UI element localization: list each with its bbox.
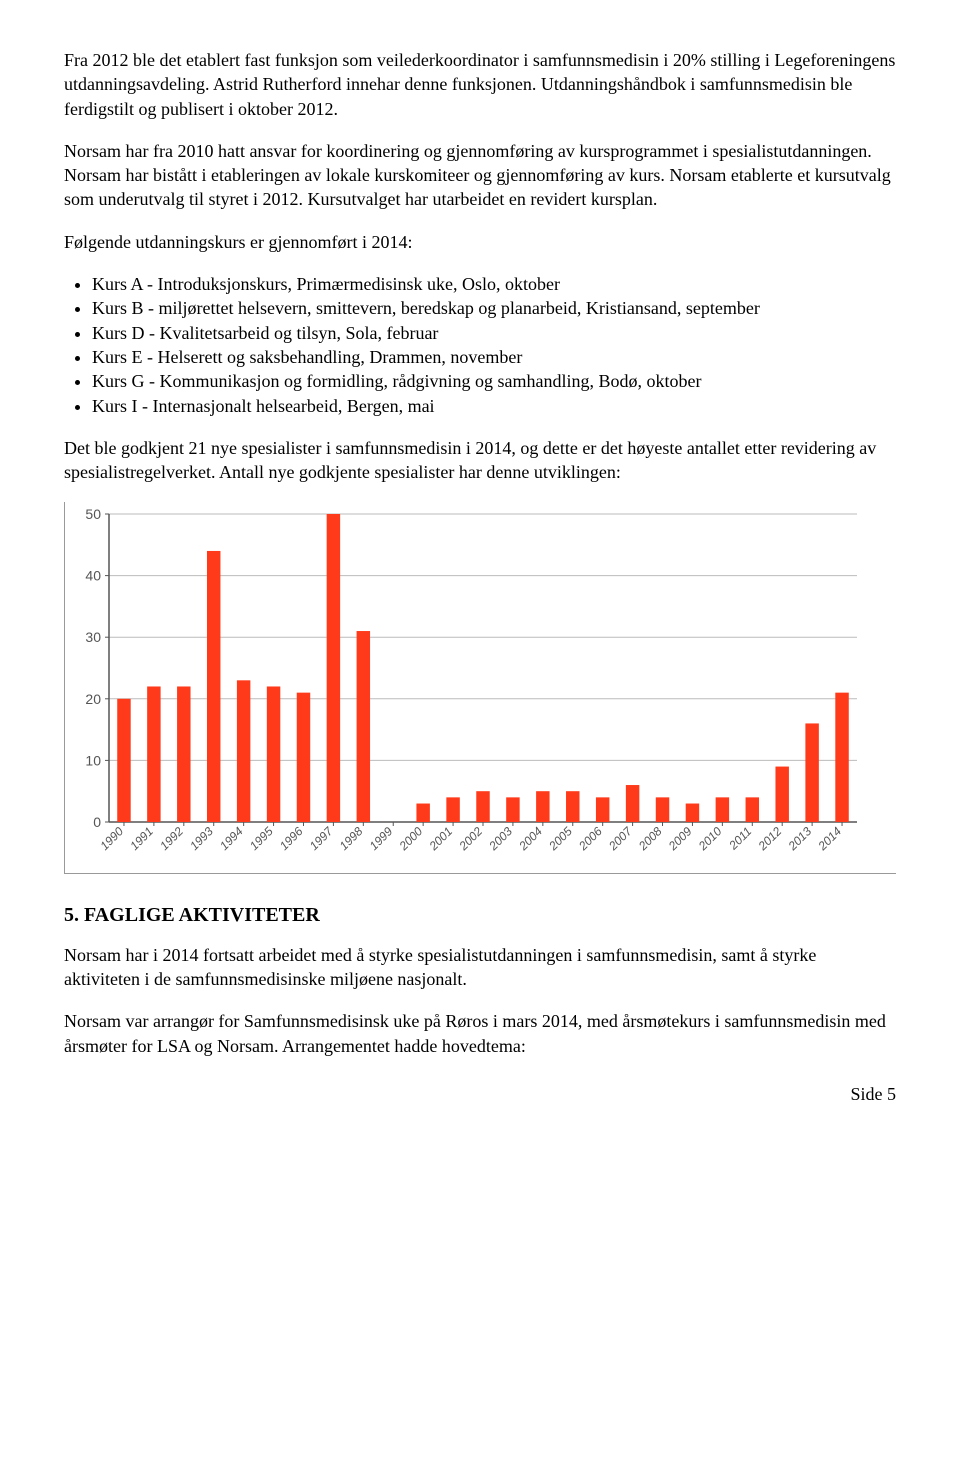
list-item: Kurs G - Kommunikasjon og formidling, rå… [92,369,896,393]
list-item: Kurs I - Internasjonalt helsearbeid, Ber… [92,394,896,418]
bar-chart-svg: 0102030405019901991199219931994199519961… [65,506,865,866]
paragraph: Følgende utdanningskurs er gjennomført i… [64,230,896,254]
list-item: Kurs E - Helserett og saksbehandling, Dr… [92,345,896,369]
svg-text:50: 50 [85,506,101,522]
specialists-bar-chart: 0102030405019901991199219931994199519961… [64,502,896,873]
svg-text:0: 0 [93,814,101,830]
svg-text:10: 10 [85,753,101,769]
page-footer: Side 5 [64,1082,896,1106]
list-item: Kurs B - miljørettet helsevern, smitteve… [92,296,896,320]
paragraph: Norsam har i 2014 fortsatt arbeidet med … [64,943,896,992]
svg-text:20: 20 [85,691,101,707]
paragraph: Norsam har fra 2010 hatt ansvar for koor… [64,139,896,212]
list-item: Kurs A - Introduksjonskurs, Primærmedisi… [92,272,896,296]
paragraph: Norsam var arrangør for Samfunnsmedisins… [64,1009,896,1058]
paragraph: Det ble godkjent 21 nye spesialister i s… [64,436,896,485]
section-heading: 5. FAGLIGE AKTIVITETER [64,902,896,929]
svg-text:30: 30 [85,630,101,646]
svg-text:40: 40 [85,568,101,584]
list-item: Kurs D - Kvalitetsarbeid og tilsyn, Sola… [92,321,896,345]
course-list: Kurs A - Introduksjonskurs, Primærmedisi… [64,272,896,418]
paragraph: Fra 2012 ble det etablert fast funksjon … [64,48,896,121]
